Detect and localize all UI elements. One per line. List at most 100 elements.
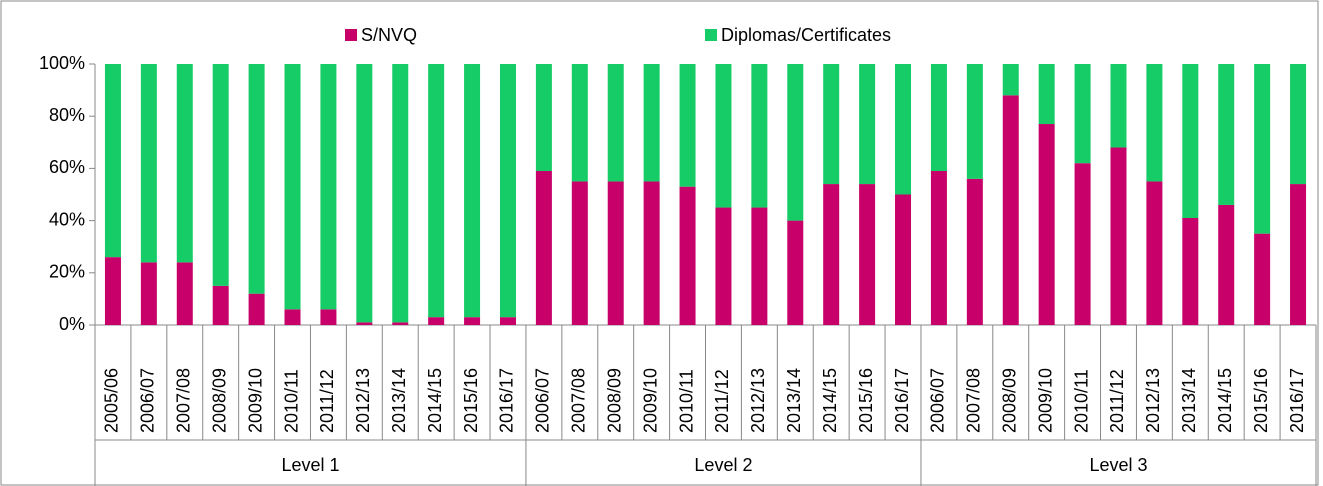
legend-swatch [705, 29, 717, 41]
bar-segment [392, 64, 408, 322]
x-tick-label: 2007/08 [964, 368, 984, 433]
bar-segment [751, 64, 767, 208]
bar-segment [931, 64, 947, 171]
x-tick-label: 2011/12 [1107, 369, 1127, 433]
bar-segment [572, 64, 588, 181]
x-tick-label: 2011/12 [712, 369, 732, 433]
bar-segment [320, 64, 336, 309]
bar-segment [644, 181, 660, 325]
bar-segment [500, 64, 516, 317]
x-tick-label: 2011/12 [317, 369, 337, 433]
bar-segment [1110, 148, 1126, 325]
group-label: Level 1 [281, 455, 339, 475]
bar-segment [1039, 64, 1055, 124]
group-label: Level 3 [1089, 455, 1147, 475]
bar-segment [1254, 234, 1270, 325]
x-tick-label: 2007/08 [174, 368, 194, 433]
x-tick-label: 2012/13 [1143, 368, 1163, 433]
bar-segment [1218, 205, 1234, 325]
x-tick-label: 2015/16 [1251, 368, 1271, 433]
legend-label: S/NVQ [361, 25, 417, 45]
bar-segment [213, 286, 229, 325]
x-tick-label: 2010/11 [281, 369, 301, 433]
bar-segment [428, 317, 444, 325]
x-tick-label: 2006/07 [533, 368, 553, 433]
bar-segment [249, 64, 265, 294]
x-tick-label: 2013/14 [389, 368, 409, 433]
x-tick-label: 2012/13 [748, 368, 768, 433]
bar-segment [213, 64, 229, 286]
x-tick-label: 2009/10 [1035, 368, 1055, 433]
x-tick-label: 2013/14 [784, 368, 804, 433]
bar-segment [177, 64, 193, 262]
bar-segment [715, 208, 731, 325]
x-tick-label: 2009/10 [640, 368, 660, 433]
bar-segment [787, 221, 803, 325]
y-tick-label: 80% [49, 105, 85, 125]
bar-segment [1182, 218, 1198, 325]
bar-segment [1254, 64, 1270, 234]
x-tick-label: 2007/08 [569, 368, 589, 433]
bar-segment [895, 64, 911, 195]
bar-segment [105, 257, 121, 325]
x-tick-label: 2014/15 [1215, 368, 1235, 433]
bar-segment [1110, 64, 1126, 148]
y-tick-label: 40% [49, 209, 85, 229]
bar-segment [500, 317, 516, 325]
bar-segment [967, 64, 983, 179]
x-tick-label: 2015/16 [856, 368, 876, 433]
bar-segment [141, 64, 157, 262]
y-tick-label: 0% [59, 314, 85, 334]
bar-segment [392, 322, 408, 325]
bar-segment [787, 64, 803, 221]
x-tick-label: 2012/13 [353, 368, 373, 433]
bar-segment [285, 64, 301, 309]
bar-segment [1146, 181, 1162, 325]
legend-label: Diplomas/Certificates [721, 25, 891, 45]
x-tick-label: 2016/17 [497, 368, 517, 433]
x-tick-label: 2008/09 [604, 368, 624, 433]
bar-segment [895, 195, 911, 326]
bar-segment [464, 317, 480, 325]
bar-segment [823, 64, 839, 184]
page: 0%20%40%60%80%100%S/NVQDiplomas/Certific… [0, 0, 1323, 486]
x-tick-label: 2015/16 [461, 368, 481, 433]
x-tick-label: 2014/15 [820, 368, 840, 433]
bar-segment [1290, 64, 1306, 184]
x-tick-label: 2010/11 [676, 369, 696, 433]
bar-segment [967, 179, 983, 325]
bar-segment [285, 309, 301, 325]
bar-segment [536, 171, 552, 325]
bar-segment [1039, 124, 1055, 325]
bar-segment [1003, 95, 1019, 325]
bar-segment [751, 208, 767, 325]
bar-segment [1218, 64, 1234, 205]
bar-segment [859, 64, 875, 184]
x-tick-label: 2008/09 [209, 368, 229, 433]
bar-segment [428, 64, 444, 317]
x-tick-label: 2009/10 [245, 368, 265, 433]
x-tick-label: 2006/07 [138, 368, 158, 433]
bar-segment [1146, 64, 1162, 181]
x-tick-label: 2016/17 [892, 368, 912, 433]
chart: 0%20%40%60%80%100%S/NVQDiplomas/Certific… [0, 0, 1323, 486]
bar-segment [464, 64, 480, 317]
bar-segment [608, 64, 624, 181]
bar-segment [715, 64, 731, 208]
bar-segment [536, 64, 552, 171]
x-tick-label: 2006/07 [928, 368, 948, 433]
bar-segment [1182, 64, 1198, 218]
group-label: Level 2 [694, 455, 752, 475]
bar-segment [356, 64, 372, 322]
bar-segment [356, 322, 372, 325]
bar-segment [1075, 64, 1091, 163]
bar-segment [644, 64, 660, 181]
y-tick-label: 60% [49, 157, 85, 177]
x-tick-label: 2013/14 [1179, 368, 1199, 433]
bar-segment [177, 262, 193, 325]
bar-segment [608, 181, 624, 325]
bar-segment [1075, 163, 1091, 325]
bar-segment [105, 64, 121, 257]
x-tick-label: 2010/11 [1071, 369, 1091, 433]
x-tick-label: 2014/15 [425, 368, 445, 433]
